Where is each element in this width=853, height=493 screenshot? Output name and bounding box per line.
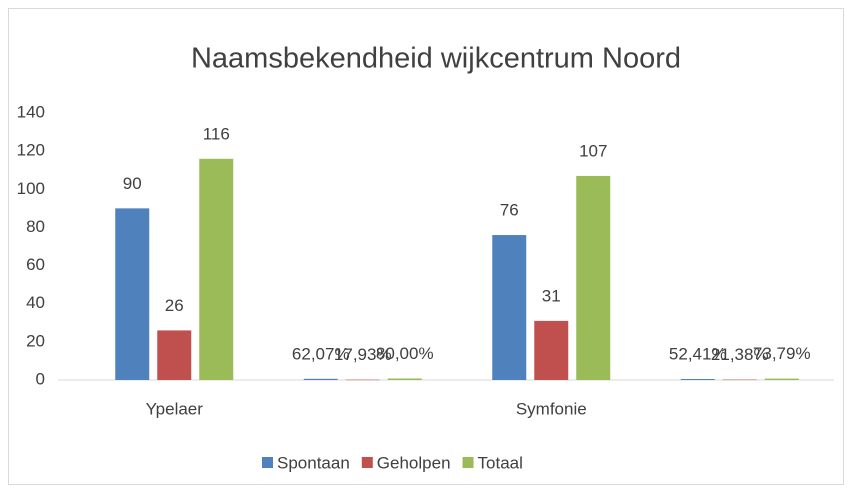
y-tick-label: 0 — [36, 369, 45, 388]
data-label: 73,79% — [753, 344, 811, 363]
data-label: 26 — [165, 296, 184, 315]
data-label: 116 — [203, 124, 230, 143]
chart-title: Naamsbekendheid wijkcentrum Noord — [191, 43, 681, 75]
data-label: 80,00% — [376, 344, 434, 363]
legend-label: Spontaan — [277, 453, 350, 472]
bar — [387, 378, 422, 380]
legend-swatch — [262, 457, 273, 468]
bar — [576, 175, 611, 380]
data-label: 90 — [123, 174, 142, 193]
y-tick-label: 80 — [26, 217, 45, 236]
bar — [764, 378, 799, 380]
bar — [534, 320, 569, 380]
data-label: 17,93% — [334, 345, 392, 364]
legend-label: Geholpen — [377, 453, 451, 472]
data-label: 76 — [500, 201, 519, 220]
bar — [680, 379, 715, 380]
bar — [345, 379, 380, 381]
bar — [115, 208, 150, 380]
bar — [157, 330, 192, 380]
x-tick-label: Symfonie — [516, 399, 587, 418]
data-label: 21,38% — [711, 345, 769, 364]
legend-swatch — [462, 457, 474, 468]
bar — [303, 378, 338, 380]
y-tick-label: 20 — [26, 331, 45, 350]
bar — [199, 158, 234, 380]
bar — [722, 379, 757, 381]
data-label: 52,41% — [669, 344, 727, 363]
bar — [492, 235, 527, 380]
y-tick-label: 100 — [17, 179, 45, 198]
legend-label: Totaal — [478, 453, 523, 472]
y-tick-label: 60 — [26, 255, 45, 274]
y-tick-label: 40 — [26, 293, 45, 312]
data-label: 31 — [542, 286, 561, 305]
data-label: 107 — [579, 141, 607, 160]
x-tick-label: Ypelaer — [146, 399, 204, 418]
y-tick-label: 140 — [17, 102, 45, 121]
data-label: 62,07% — [292, 344, 350, 363]
y-tick-label: 120 — [17, 141, 45, 160]
legend-swatch — [361, 457, 373, 468]
